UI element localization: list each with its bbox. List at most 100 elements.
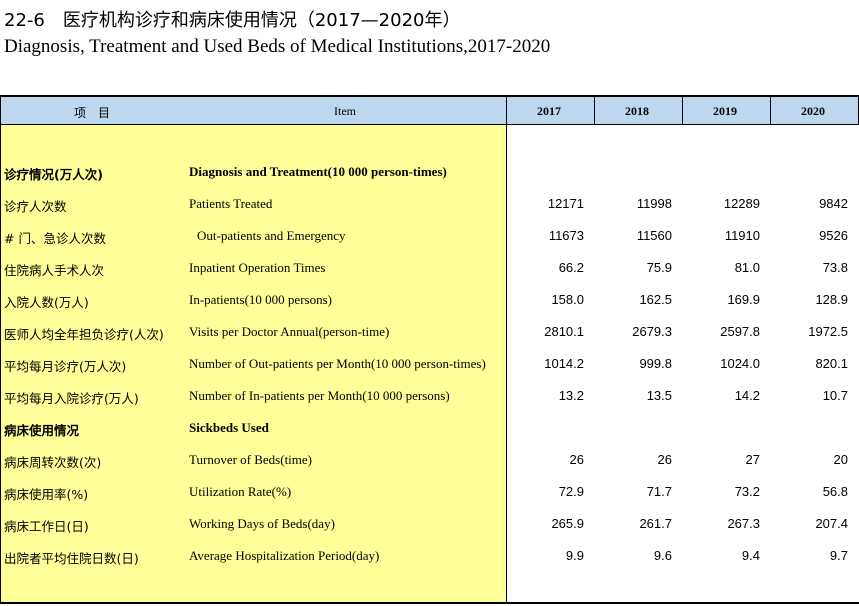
row-label-cn: 出院者平均住院日数(日) [4, 551, 139, 566]
row-label-cn: 医师人均全年担负诊疗(人次) [4, 327, 164, 342]
value-cell-2018: 2679.3 [632, 324, 672, 339]
value-cell-2020: 207.4 [815, 516, 848, 531]
value-cell-2020: 73.8 [822, 260, 848, 275]
value-cell-2018: 162.5 [639, 292, 672, 307]
table-row: # 门、急诊人次数 Out-patients and Emergency 11673… [0, 221, 859, 253]
row-label-cn: 住院病人手术人次 [4, 263, 105, 278]
value-cell-2020: 1972.5 [808, 324, 848, 339]
value-cell-2019: 267.3 [727, 516, 760, 531]
row-label-en: Utilization Rate(%) [189, 484, 292, 499]
table-row: 医师人均全年担负诊疗(人次) Visits per Doctor Annual(p… [0, 317, 859, 349]
header-year-label: 2018 [625, 104, 649, 118]
value-cell-2020: 9526 [819, 228, 848, 243]
row-label-cn: 诊疗情况(万人次) [4, 167, 103, 182]
table-border-left [0, 95, 1, 604]
row-label-cn: 平均每月诊疗(万人次) [4, 359, 127, 374]
header-item-cn: 项 目 [74, 106, 111, 120]
value-cell-2017: 12171 [547, 196, 584, 211]
page-title-en: Diagnosis, Treatment and Used Beds of Me… [4, 36, 551, 57]
row-label-en: Sickbeds Used [189, 420, 269, 435]
value-cell-2017: 66.2 [558, 260, 584, 275]
header-item-en: Item [334, 104, 356, 118]
table-border-bottom [0, 602, 859, 604]
value-cell-2017: 2810.1 [544, 324, 584, 339]
value-cell-2018: 11560 [636, 228, 672, 243]
value-cell-2017: 9.9 [565, 548, 584, 563]
column-divider [770, 95, 771, 125]
value-cell-2019: 2597.8 [720, 324, 760, 339]
column-divider [682, 95, 683, 125]
value-cell-2020: 820.1 [815, 356, 848, 371]
value-cell-2019: 12289 [723, 196, 760, 211]
row-label-cn: 病床使用情况 [4, 423, 80, 438]
value-cell-2018: 13.5 [646, 388, 672, 403]
row-label-cn: 病床周转次数(次) [4, 455, 102, 470]
header-year-2017: 2017 [506, 95, 594, 125]
value-cell-2017: 265.9 [551, 516, 584, 531]
table-row: 病床工作日(日) Working Days of Beds(day) 265.9 26… [0, 509, 859, 541]
table-row: 诊疗人次数 Patients Treated 12171 11998 12289 9842 [0, 189, 859, 221]
row-label-en: Working Days of Beds(day) [189, 516, 335, 531]
value-cell-2018: 71.7 [646, 484, 672, 499]
value-cell-2018: 26 [657, 452, 672, 467]
header-year-2020: 2020 [770, 95, 859, 125]
statistics-table: 项 目 Item 2017 2018 2019 2020 诊疗情况(万人次) Di… [0, 95, 859, 604]
row-label-en: Inpatient Operation Times [189, 260, 326, 275]
header-year-label: 2019 [713, 104, 737, 118]
header-year-label: 2020 [801, 104, 825, 118]
value-cell-2019: 27 [745, 452, 760, 467]
value-cell-2019: 73.2 [734, 484, 760, 499]
row-label-en: Number of Out-patients per Month(10 000 … [189, 356, 486, 371]
header-year-label: 2017 [537, 104, 561, 118]
row-label-en: Out-patients and Emergency [197, 228, 346, 243]
value-cell-2019: 1024.0 [720, 356, 760, 371]
value-cell-2019: 14.2 [734, 388, 760, 403]
value-cell-2019: 81.0 [734, 260, 760, 275]
row-label-en: In-patients(10 000 persons) [189, 292, 332, 307]
table-row: 出院者平均住院日数(日) Average Hospitalization Peri… [0, 541, 859, 573]
header-year-2019: 2019 [682, 95, 770, 125]
header-year-2018: 2018 [594, 95, 682, 125]
section-row: 病床使用情况 Sickbeds Used [0, 413, 859, 445]
value-cell-2017: 11673 [548, 228, 584, 243]
row-label-cn: 诊疗人次数 [4, 199, 67, 214]
value-cell-2019: 169.9 [727, 292, 760, 307]
table-row: 平均每月诊疗(万人次) Number of Out-patients per Mo… [0, 349, 859, 381]
value-cell-2018: 75.9 [646, 260, 672, 275]
header-item-cell: 项 目 Item [0, 95, 506, 125]
value-cell-2017: 158.0 [551, 292, 584, 307]
value-cell-2020: 10.7 [822, 388, 848, 403]
row-label-en: Average Hospitalization Period(day) [189, 548, 380, 563]
value-cell-2020: 9842 [819, 196, 848, 211]
row-label-en: Number of In-patients per Month(10 000 p… [189, 388, 450, 403]
value-cell-2017: 26 [569, 452, 584, 467]
value-cell-2020: 128.9 [815, 292, 848, 307]
table-row: 平均每月入院诊疗(万人) Number of In-patients per Mo… [0, 381, 859, 413]
value-cell-2018: 9.6 [653, 548, 672, 563]
section-row: 诊疗情况(万人次) Diagnosis and Treatment(10 000 … [0, 157, 859, 189]
label-column-background [0, 95, 506, 604]
value-cell-2017: 13.2 [558, 388, 584, 403]
value-cell-2018: 999.8 [639, 356, 672, 371]
table-row: 入院人数(万人) In-patients(10 000 persons) 158.0… [0, 285, 859, 317]
value-cell-2018: 11998 [636, 196, 672, 211]
value-cell-2018: 261.7 [639, 516, 672, 531]
row-label-cn: 入院人数(万人) [4, 295, 89, 310]
row-label-en: Visits per Doctor Annual(person-time) [189, 324, 390, 339]
table-row: 住院病人手术人次 Inpatient Operation Times 66.2 75.… [0, 253, 859, 285]
column-divider [594, 95, 595, 125]
table-row: 病床使用率(%) Utilization Rate(%) 72.9 71.7 73.2 5… [0, 477, 859, 509]
value-cell-2020: 9.7 [829, 548, 848, 563]
value-cell-2017: 72.9 [558, 484, 584, 499]
value-cell-2020: 20 [833, 452, 848, 467]
table-row: 病床周转次数(次) Turnover of Beds(time) 26 26 27 20 [0, 445, 859, 477]
row-label-en: Diagnosis and Treatment(10 000 person-ti… [189, 164, 447, 179]
row-label-en: Turnover of Beds(time) [189, 452, 313, 467]
column-divider [506, 95, 507, 604]
row-label-cn: 病床使用率(%) [4, 487, 89, 502]
value-cell-2020: 56.8 [822, 484, 848, 499]
row-label-en: Patients Treated [189, 196, 273, 211]
page-title-cn: 22-6 医疗机构诊疗和病床使用情况（2017—2020年） [4, 10, 461, 31]
value-cell-2017: 1014.2 [544, 356, 584, 371]
value-cell-2019: 9.4 [741, 548, 760, 563]
